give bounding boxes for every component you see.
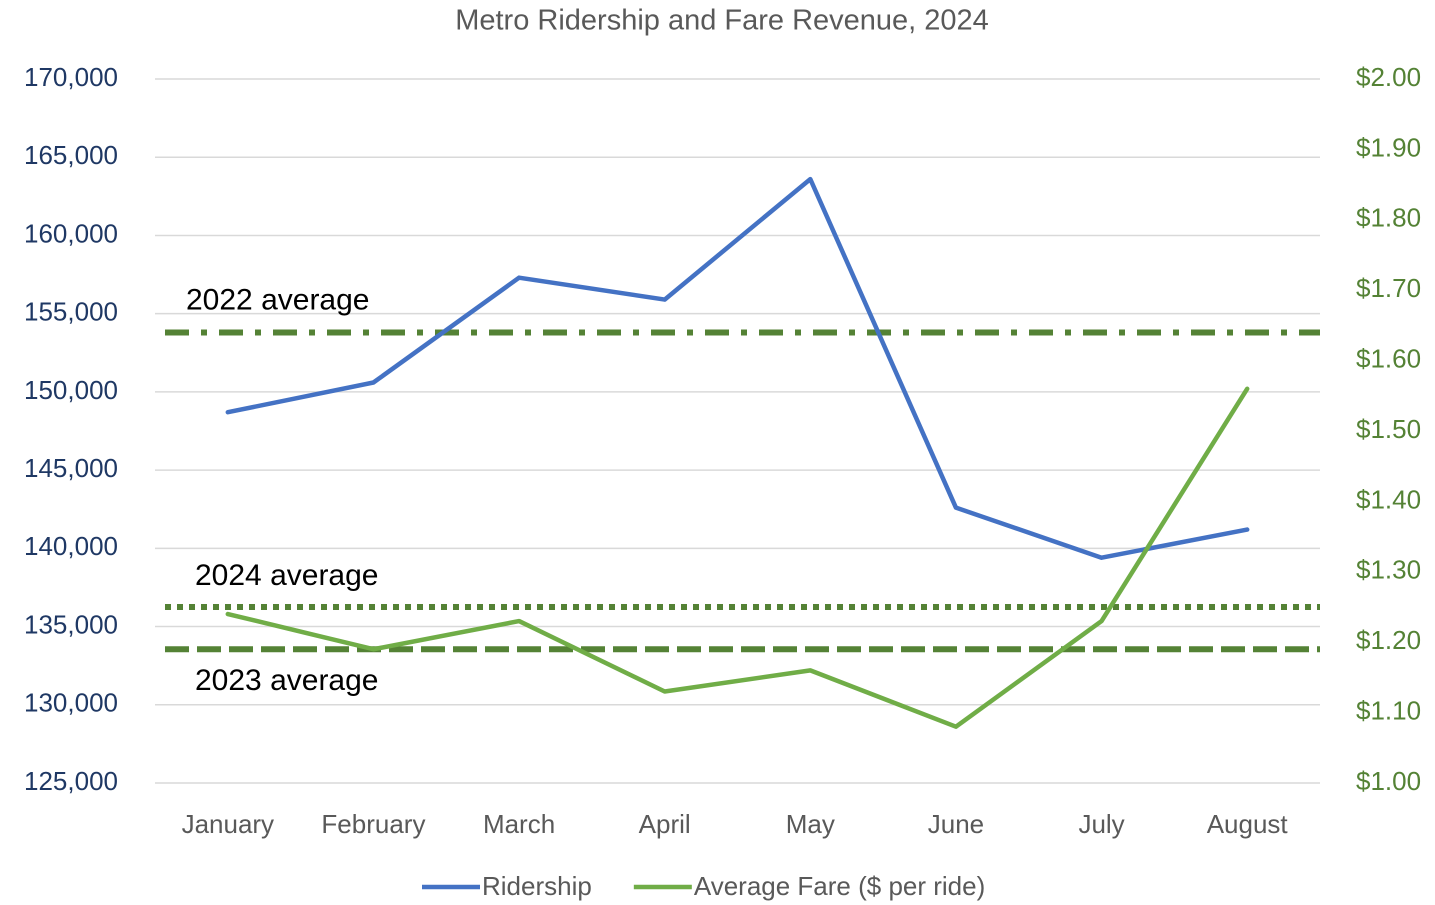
y-tick-label: 145,000 — [24, 453, 118, 483]
x-tick-label: April — [639, 809, 691, 839]
x-tick-label: August — [1207, 809, 1289, 839]
x-tick-label: February — [321, 809, 425, 839]
y-tick-label: 155,000 — [24, 297, 118, 327]
series-line — [225, 176, 1250, 560]
y2-tick-label: $1.80 — [1356, 203, 1421, 233]
y-tick-label: 125,000 — [24, 766, 118, 796]
y2-tick-label: $1.90 — [1356, 132, 1421, 162]
y2-tick-label: $1.40 — [1356, 484, 1421, 514]
y2-tick-label: $2.00 — [1356, 62, 1421, 92]
y-tick-label: 130,000 — [24, 688, 118, 718]
x-tick-label: July — [1078, 809, 1124, 839]
y2-tick-label: $1.20 — [1356, 625, 1421, 655]
y-tick-label: 135,000 — [24, 609, 118, 639]
y2-tick-label: $1.60 — [1356, 343, 1421, 373]
y2-tick-label: $1.10 — [1356, 695, 1421, 725]
reference-label: 2024 average — [195, 559, 379, 592]
legend-label: Ridership — [482, 871, 592, 901]
y2-tick-label: $1.30 — [1356, 555, 1421, 585]
chart-title: Metro Ridership and Fare Revenue, 2024 — [455, 5, 989, 37]
reference-label: 2022 average — [186, 283, 370, 316]
y2-tick-label: $1.50 — [1356, 414, 1421, 444]
y-tick-label: 150,000 — [24, 375, 118, 405]
y-tick-label: 170,000 — [24, 62, 118, 92]
x-tick-label: June — [928, 809, 984, 839]
y-tick-label: 140,000 — [24, 531, 118, 561]
series-line — [225, 386, 1250, 729]
y-tick-label: 165,000 — [24, 140, 118, 170]
y2-tick-label: $1.70 — [1356, 273, 1421, 303]
legend-label: Average Fare ($ per ride) — [694, 871, 985, 901]
y2-tick-label: $1.00 — [1356, 766, 1421, 796]
x-tick-label: May — [786, 809, 835, 839]
y-tick-label: 160,000 — [24, 218, 118, 248]
reference-label: 2023 average — [195, 664, 379, 697]
x-tick-label: January — [182, 809, 275, 839]
x-tick-label: March — [483, 809, 555, 839]
